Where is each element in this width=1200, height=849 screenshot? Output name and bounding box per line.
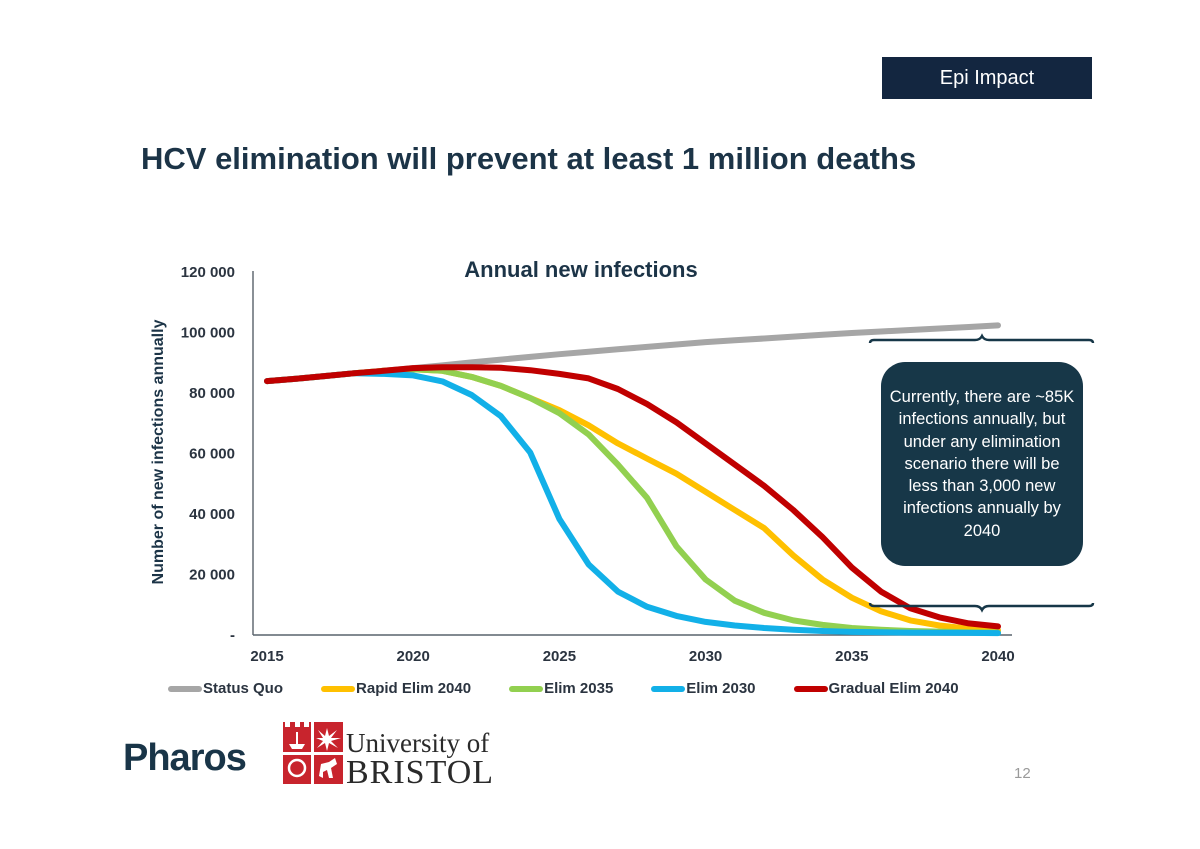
chart-legend: Status Quo Rapid Elim 2040 Elim 2035 Eli… [168, 680, 959, 697]
bristol-logo-text: University of BRISTOL [346, 728, 495, 791]
legend-item-elim-2035: Elim 2035 [509, 680, 613, 697]
legend-label: Gradual Elim 2040 [828, 680, 959, 697]
pharos-logo: Pharos [123, 737, 247, 779]
callout-box: Currently, there are ~85K infections ann… [881, 362, 1083, 566]
y-tick-label: 100 000 [181, 325, 235, 342]
legend-label: Elim 2030 [686, 680, 756, 697]
x-tick-label: 2030 [689, 648, 722, 665]
y-tick-label: 120 000 [181, 264, 235, 281]
legend-label: Elim 2035 [544, 680, 614, 697]
x-tick-label: 2040 [981, 648, 1014, 665]
series-line-gradual-elim-2040 [264, 364, 1001, 630]
x-tick-label: 2020 [397, 648, 430, 665]
section-tag: Epi Impact [882, 57, 1092, 99]
legend-item-elim-2030: Elim 2030 [651, 680, 756, 697]
slide-title: HCV elimination will prevent at least 1 … [141, 141, 917, 176]
x-tick-label: 2035 [835, 648, 868, 665]
legend-swatch-elim-2035 [509, 685, 544, 692]
legend-swatch-rapid-elim-2040 [321, 685, 356, 692]
y-axis-label: Number of new infections annually [150, 319, 167, 584]
y-tick-label: - [230, 627, 235, 644]
callout-bracket-bottom [868, 602, 1095, 613]
bristol-crest-icon [283, 722, 343, 784]
legend-label: Status Quo [203, 680, 284, 697]
x-tick-label: 2025 [543, 648, 576, 665]
chart-title: Annual new infections [464, 257, 697, 282]
series-line-elim-2030 [264, 370, 1001, 637]
legend-item-rapid-elim-2040: Rapid Elim 2040 [321, 680, 471, 697]
y-tick-label: 40 000 [189, 506, 235, 523]
bristol-line2: BRISTOL [346, 754, 495, 791]
legend-swatch-status-quo [168, 685, 202, 692]
legend-item-gradual-elim-2040: Gradual Elim 2040 [793, 680, 959, 697]
legend-swatch-gradual-elim-2040 [793, 685, 828, 692]
y-tick-label: 60 000 [189, 446, 235, 463]
legend-label: Rapid Elim 2040 [356, 680, 472, 697]
legend-item-status-quo: Status Quo [168, 680, 283, 697]
y-tick-label: 80 000 [189, 385, 235, 402]
legend-swatch-elim-2030 [651, 685, 686, 692]
y-tick-label: 20 000 [189, 567, 235, 584]
x-tick-label: 2015 [250, 648, 283, 665]
callout-bracket-top [868, 333, 1095, 344]
bristol-line1: University of [346, 728, 490, 758]
page-number: 12 [1014, 765, 1031, 782]
